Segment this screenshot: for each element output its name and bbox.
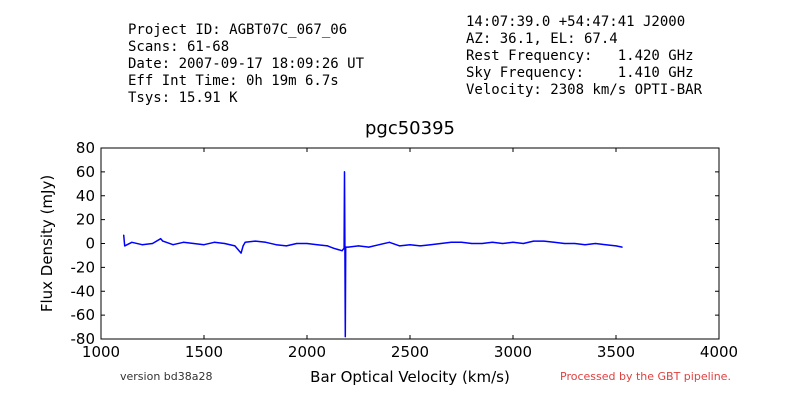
spectrum-data-point: [574, 242, 576, 245]
spectrum-data-point: [327, 245, 329, 247]
spectrum-data-point: [124, 245, 126, 247]
y-tick-label: 20: [76, 211, 95, 229]
spectrum-data-point: [605, 244, 607, 246]
spectrum-data-point: [522, 242, 524, 245]
spectrum-data-point: [193, 242, 195, 245]
spectrum-data-point: [502, 242, 504, 245]
spectrum-data-point: [275, 244, 277, 246]
header-right-line: 14:07:39.0 +54:47:41 J2000: [466, 14, 686, 30]
spectrum-data-point: [244, 241, 246, 243]
spectrum-data-point: [285, 245, 287, 247]
spectrum-data-point: [347, 246, 349, 248]
spectrum-data-point: [203, 244, 205, 246]
x-tick-label: 2000: [288, 343, 326, 361]
spectrum-data-point: [242, 245, 244, 247]
spectrum-data-point: [234, 245, 236, 247]
spectrum-data-point: [182, 241, 184, 243]
spectrum-data-point: [172, 244, 174, 246]
spectrum-data-point: [533, 240, 535, 242]
y-tick-label: -40: [71, 282, 96, 300]
spectrum-data-point: [123, 234, 125, 236]
spectrum-data-point: [409, 244, 411, 246]
spectrum-data-point: [131, 241, 133, 243]
spectrum-data-point: [224, 242, 226, 245]
header-left-line: Eff Int Time: 0h 19m 6.7s: [128, 73, 339, 89]
spectrum-data-point: [471, 242, 473, 245]
header-left-info: Project ID: AGBT07C_067_06 Scans: 61-68 Da…: [128, 22, 364, 107]
header-left-line: Tsys: 15.91 K: [128, 90, 238, 106]
spectrum-data-point: [344, 245, 346, 247]
spectrum-data-point: [254, 240, 257, 242]
spectrum-data-point: [553, 241, 555, 243]
y-tick-label: 80: [76, 139, 95, 157]
spectrum-data-point: [151, 242, 154, 245]
spectrum-data-point: [337, 248, 339, 251]
x-tick-label: 4000: [700, 343, 738, 361]
spectrum-data-point: [399, 245, 401, 247]
spectrum-data-point: [265, 241, 267, 243]
y-tick-label: -80: [71, 330, 96, 348]
version-label: version bd38a28: [120, 370, 213, 383]
spectrum-data-point: [343, 247, 345, 249]
spectrum-data-point: [306, 242, 308, 245]
spectrum-data-point: [491, 241, 493, 243]
y-tick-label: -20: [71, 258, 96, 276]
header-left-line: Scans: 61-68: [128, 39, 230, 55]
spectrum-data-point: [296, 242, 298, 245]
spectrum-data-point: [341, 250, 343, 252]
spectrum-data-point: [368, 246, 370, 248]
spectrum-data-point: [388, 241, 390, 243]
spectrum-data-point: [419, 245, 421, 247]
spectrum-data-point: [343, 171, 346, 173]
spectrum-data-point: [481, 242, 483, 245]
header-left-line: Date: 2007-09-17 18:09:26 UT: [128, 56, 365, 72]
spectrum-data-point: [584, 244, 586, 246]
y-tick-label: 40: [76, 187, 95, 205]
x-tick-label: 2500: [391, 343, 429, 361]
spectrum-data-point: [160, 238, 162, 240]
spectrum-data-point: [621, 246, 623, 248]
spectrum-data-point: [345, 246, 347, 248]
header-right-line: AZ: 36.1, EL: 67.4: [466, 31, 618, 47]
y-tick-label: 60: [76, 163, 95, 181]
spectrum-data-point: [344, 336, 346, 338]
spectrum-data-point: [450, 241, 452, 243]
x-axis-label: Bar Optical Velocity (km/s): [310, 368, 510, 386]
spectrum-data-point: [141, 244, 143, 246]
x-tick-label: 3500: [597, 343, 635, 361]
spectrum-data-point: [357, 245, 360, 247]
spectrum-data-point: [440, 242, 442, 245]
spectrum-data-point: [213, 241, 215, 243]
header-right-line: Velocity: 2308 km/s OPTI-BAR: [466, 82, 703, 98]
header-right-line: Sky Frequency: 1.410 GHz: [466, 65, 694, 81]
plot-frame: [100, 147, 720, 340]
spectrum-data-point: [378, 244, 380, 246]
spectrum-data-point: [162, 240, 164, 242]
x-tick-label: 1500: [185, 343, 223, 361]
spectrum-data-point: [460, 241, 463, 243]
spectrum-data-point: [543, 240, 545, 242]
header-left-line: Project ID: AGBT07C_067_06: [128, 22, 348, 38]
x-tick-label: 3000: [494, 343, 532, 361]
chart-title: pgc50395: [365, 118, 455, 139]
spectrum-data-point: [615, 245, 617, 247]
spectrum-data-point: [316, 244, 318, 246]
spectrum-series-line: [122, 171, 623, 338]
spectrum-data-point: [240, 252, 242, 254]
spectrum-data-point: [430, 244, 432, 246]
header-right-line: Rest Frequency: 1.420 GHz: [466, 48, 694, 64]
spectrum-data-point: [594, 242, 597, 245]
spectrum-data-point: [563, 242, 566, 245]
spectrum-data-point: [512, 241, 514, 243]
x-tick-label: 1000: [82, 343, 120, 361]
y-axis-label: Flux Density (mJy): [38, 175, 56, 312]
header-right-info: 14:07:39.0 +54:47:41 J2000 AZ: 36.1, EL: …: [466, 14, 702, 99]
processed-label: Processed by the GBT pipeline.: [560, 370, 731, 383]
y-tick-label: 0: [85, 235, 95, 253]
spectrum-data-point: [333, 247, 335, 249]
y-tick-label: -60: [71, 306, 96, 324]
